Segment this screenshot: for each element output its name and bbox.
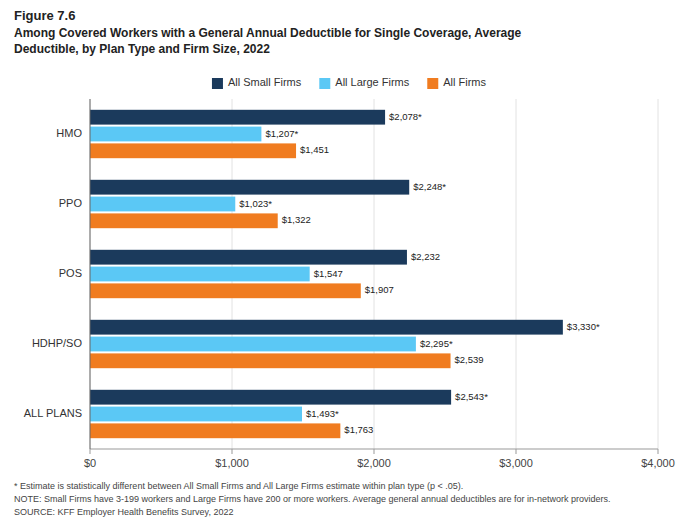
legend-item: All Large Firms	[319, 76, 409, 89]
bar	[90, 110, 385, 125]
category-label: PPO	[59, 197, 83, 209]
legend-label: All Firms	[443, 76, 486, 88]
zero-line	[90, 99, 91, 449]
data-labels: $2,078* $1,207*$1,451 $2,248* $1,023* $1,322…	[239, 111, 600, 436]
data-label: $2,248*	[413, 181, 446, 192]
data-label: $1,322	[282, 214, 311, 225]
data-label: $2,543*	[455, 391, 488, 402]
grid-line	[658, 99, 659, 449]
grid-line	[90, 99, 91, 449]
subtitle: Deductible, by Plan Type and Firm Size, …	[14, 42, 270, 56]
category-label: HDHP/SO	[32, 337, 83, 349]
tick-mark	[90, 449, 91, 454]
bar	[90, 407, 302, 422]
bars	[90, 110, 563, 438]
bar	[90, 283, 361, 298]
bar	[90, 143, 296, 158]
data-label: $1,493*	[306, 408, 339, 419]
tick-mark	[232, 449, 233, 454]
footnote: SOURCE: KFF Employer Health Benefits Sur…	[14, 507, 233, 517]
legend-swatch	[427, 78, 438, 89]
category-label: HMO	[56, 127, 82, 139]
data-label: $1,451	[300, 144, 329, 155]
bar	[90, 250, 407, 265]
title: Figure 7.6	[14, 8, 75, 23]
category-label: POS	[59, 267, 82, 279]
grid	[90, 99, 658, 449]
x-axis	[90, 449, 658, 450]
bar	[90, 213, 278, 228]
data-label: $1,547	[314, 268, 343, 279]
category-label: ALL PLANS	[24, 407, 82, 419]
data-label: $2,232	[411, 251, 440, 262]
background	[0, 0, 698, 525]
tick-label: $2,000	[357, 457, 391, 469]
legend-swatch	[319, 78, 330, 89]
tick-mark	[374, 449, 375, 454]
legend-label: All Large Firms	[335, 76, 409, 88]
footnote: * Estimate is statistically different be…	[14, 481, 463, 491]
legend-swatch	[212, 78, 223, 89]
bar	[90, 267, 310, 282]
bar	[90, 197, 235, 212]
tick-label: $1,000	[215, 457, 249, 469]
data-label: $1,207*	[265, 128, 298, 139]
bar	[90, 337, 416, 352]
tick-label: $0	[84, 457, 96, 469]
tick-label: $4,000	[641, 457, 675, 469]
grid-line	[516, 99, 517, 449]
legend-label: All Small Firms	[228, 76, 302, 88]
data-label: $2,539	[455, 354, 484, 365]
tick-mark	[516, 449, 517, 454]
chart: Figure 7.6 Among Covered Workers with a G…	[0, 0, 698, 525]
legend: All Small Firms All Large Firms All Firms	[212, 76, 487, 89]
bar	[90, 180, 409, 195]
bar	[90, 390, 451, 405]
footnote: NOTE: Small Firms have 3-199 workers and…	[14, 494, 611, 504]
data-label: $1,763	[344, 424, 373, 435]
bar	[90, 320, 563, 335]
data-label: $2,295*	[420, 338, 453, 349]
bar	[90, 127, 261, 142]
subtitle: Among Covered Workers with a General Ann…	[14, 26, 522, 40]
tick-label: $3,000	[499, 457, 533, 469]
data-label: $1,907	[365, 284, 394, 295]
data-label: $3,330*	[567, 321, 600, 332]
legend-item: All Small Firms	[212, 76, 302, 89]
data-label: $2,078*	[389, 111, 422, 122]
bar	[90, 353, 451, 368]
tick-mark	[658, 449, 659, 454]
legend-item: All Firms	[427, 76, 486, 89]
bar	[90, 423, 340, 438]
data-label: $1,023*	[239, 198, 272, 209]
